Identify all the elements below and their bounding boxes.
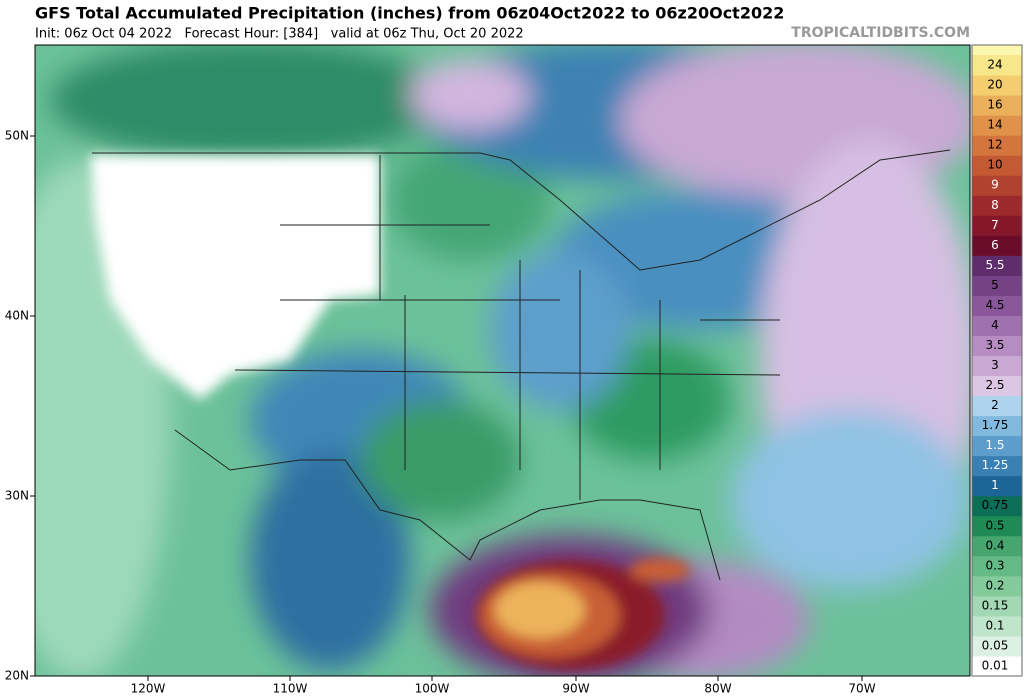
lat-label: 20N xyxy=(5,669,29,683)
colorbar-swatch xyxy=(972,355,1022,377)
colorbar-swatch xyxy=(972,575,1022,597)
colorbar-swatch xyxy=(972,335,1022,356)
lon-label: 70W xyxy=(848,682,875,696)
colorbar-swatch xyxy=(972,115,1022,136)
colorbar-label: 8 xyxy=(991,198,999,212)
colorbar-swatch xyxy=(972,255,1022,276)
colorbar-swatch xyxy=(972,275,1022,296)
colorbar: 0.01 0.05 0.1 0.15 0.2 0.3 0.4 0.5 0.75 1 1.25 1.5 1… xyxy=(971,44,1023,677)
colorbar-swatch xyxy=(972,395,1022,417)
colorbar-swatch xyxy=(972,415,1022,437)
colorbar-swatch xyxy=(972,655,1022,677)
lon-label: 80W xyxy=(704,682,731,696)
axes: 120W 110W 100W 90W 80W 70W 50N 40N 30N 20N xyxy=(5,129,876,696)
brand: TROPICALTIDBITS.COM xyxy=(791,25,970,41)
colorbar-label: 16 xyxy=(987,98,1002,112)
colorbar-label: 7 xyxy=(991,218,999,232)
colorbar-label: 20 xyxy=(987,78,1002,92)
colorbar-label: 9 xyxy=(991,178,999,192)
colorbar-swatch xyxy=(972,595,1022,617)
colorbar-label: 1.75 xyxy=(982,418,1009,432)
colorbar-swatch xyxy=(972,75,1022,96)
colorbar-label: 24 xyxy=(987,58,1002,72)
lon-label: 110W xyxy=(273,682,308,696)
lon-label: 100W xyxy=(415,682,450,696)
colorbar-swatch xyxy=(972,155,1022,176)
lat-label: 50N xyxy=(5,129,29,143)
colorbar-swatch xyxy=(972,215,1022,236)
colorbar-label: 0.2 xyxy=(985,578,1004,592)
colorbar-label: 5.5 xyxy=(985,258,1004,272)
colorbar-label: 0.4 xyxy=(985,538,1004,552)
colorbar-swatch xyxy=(972,295,1022,316)
colorbar-frame xyxy=(971,44,1023,677)
colorbar-swatch xyxy=(972,555,1022,577)
colorbar-swatch xyxy=(972,515,1022,537)
colorbar-label: 4 xyxy=(991,318,999,332)
title: GFS Total Accumulated Precipitation (inc… xyxy=(35,4,784,23)
lon-label: 120W xyxy=(131,682,166,696)
colorbar-swatch xyxy=(972,55,1022,76)
colorbar-label: 1.5 xyxy=(985,438,1004,452)
colorbar-label: 2 xyxy=(991,398,999,412)
colorbar-label: 3 xyxy=(991,358,999,372)
colorbar-label: 4.5 xyxy=(985,298,1004,312)
colorbar-swatch xyxy=(972,455,1022,477)
colorbar-label: 0.3 xyxy=(985,558,1004,572)
colorbar-swatch xyxy=(972,495,1022,517)
colorbar-label: 1 xyxy=(991,478,999,492)
colorbar-swatch xyxy=(972,315,1022,336)
lat-label: 40N xyxy=(5,309,29,323)
colorbar-label: 0.01 xyxy=(982,658,1009,672)
precip-field xyxy=(35,45,970,676)
colorbar-label: 5 xyxy=(991,278,999,292)
colorbar-swatch xyxy=(972,195,1022,216)
colorbar-swatch xyxy=(972,175,1022,196)
colorbar-label: 12 xyxy=(987,138,1002,152)
colorbar-swatch xyxy=(972,235,1022,256)
borders xyxy=(92,149,951,581)
colorbar-swatch xyxy=(972,435,1022,457)
colorbar-label: 0.5 xyxy=(985,518,1004,532)
colorbar-label: 0.1 xyxy=(985,618,1004,632)
colorbar-swatch xyxy=(972,535,1022,557)
colorbar-label: 2.5 xyxy=(985,378,1004,392)
colorbar-swatch xyxy=(972,95,1022,116)
colorbar-swatch xyxy=(972,375,1022,397)
colorbar-label: 6 xyxy=(991,238,999,252)
colorbar-label: 1.25 xyxy=(982,458,1009,472)
colorbar-swatch xyxy=(972,615,1022,637)
colorbar-swatch xyxy=(972,635,1022,657)
colorbar-label: 3.5 xyxy=(985,338,1004,352)
lat-label: 30N xyxy=(5,489,29,503)
colorbar-top xyxy=(972,45,1022,56)
colorbar-label: 14 xyxy=(987,118,1002,132)
colorbar-label: 0.75 xyxy=(982,498,1009,512)
colorbar-label: 10 xyxy=(987,158,1002,172)
subtitle: Init: 06z Oct 04 2022 Forecast Hour: [38… xyxy=(35,27,524,42)
colorbar-swatch xyxy=(972,475,1022,497)
lon-label: 90W xyxy=(562,682,589,696)
map-frame xyxy=(34,44,971,677)
colorbar-label: 0.05 xyxy=(982,638,1009,652)
colorbar-swatch xyxy=(972,135,1022,156)
colorbar-label: 0.15 xyxy=(982,598,1009,612)
